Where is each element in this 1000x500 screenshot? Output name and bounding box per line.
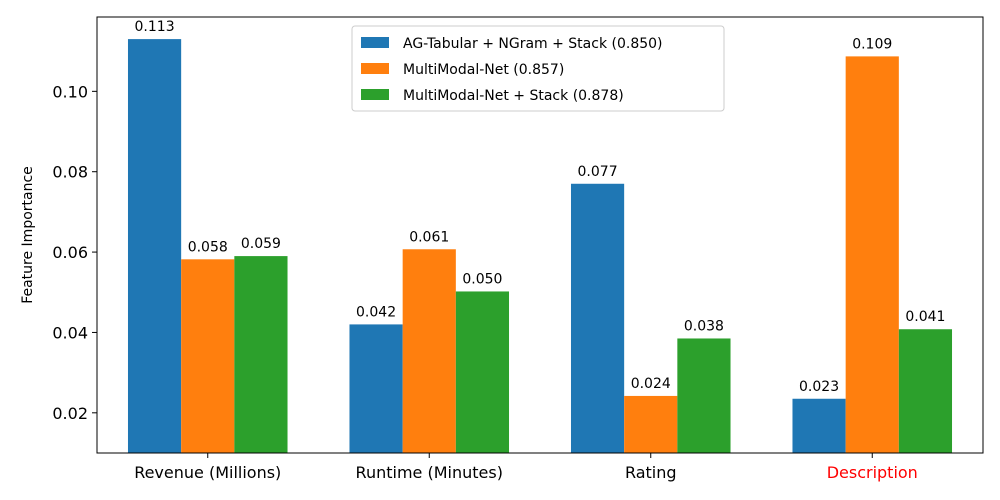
bar-series3-category2 [455, 291, 510, 453]
x-tick-label: Revenue (Millions) [134, 463, 281, 482]
y-axis-label: Feature Importance [20, 166, 36, 304]
legend: AG-Tabular + NGram + Stack (0.850) MultiM… [351, 25, 725, 112]
data-label-series3-category1: 0.059 [241, 236, 281, 252]
bar-series3-category1 [234, 256, 288, 453]
bar-series3-category4 [898, 329, 953, 453]
bar-series2-category2 [402, 249, 456, 453]
bar-series2-category4 [845, 56, 899, 453]
legend-entry-label: MultiModal-Net + Stack (0.878) [403, 88, 624, 104]
legend-entry-label: MultiModal-Net (0.857) [403, 62, 564, 78]
legend-entry-label: AG-Tabular + NGram + Stack (0.850) [403, 36, 663, 52]
y-axis: 0.02 0.04 0.06 0.08 0.10 [52, 82, 97, 423]
x-tick-label: Description [827, 463, 918, 482]
legend-box [351, 25, 725, 112]
legend-swatch [361, 37, 389, 48]
data-label-series1-category2: 0.042 [356, 304, 396, 320]
plot-area-frame [96, 16, 984, 454]
x-tick-label: Runtime (Minutes) [356, 463, 503, 482]
y-tick-label: 0.02 [52, 404, 88, 423]
data-label-series1-category1: 0.113 [135, 19, 175, 35]
data-label-series3-category2: 0.050 [462, 271, 502, 287]
bar-series1-category4 [792, 398, 846, 453]
data-label-series1-category4: 0.023 [799, 379, 839, 395]
data-label-series3-category4: 0.041 [905, 309, 945, 325]
y-tick-label: 0.06 [52, 243, 88, 262]
legend-swatch [361, 63, 389, 74]
bar-series3-category3 [677, 338, 731, 453]
data-label-series3-category3: 0.038 [684, 318, 724, 334]
bar-series2-category3 [624, 395, 678, 453]
bar-series1-category3 [570, 183, 625, 453]
bar-series1-category1 [127, 39, 182, 454]
bar-series2-category1 [181, 259, 235, 453]
data-label-series1-category3: 0.077 [578, 164, 618, 180]
bars-layer [127, 39, 953, 454]
y-tick-label: 0.04 [52, 323, 88, 342]
y-tick-label: 0.10 [52, 82, 88, 101]
data-label-series2-category3: 0.024 [631, 376, 671, 392]
data-label-series2-category4: 0.109 [852, 36, 892, 52]
data-label-series2-category1: 0.058 [188, 239, 228, 255]
data-label-series2-category2: 0.061 [409, 229, 449, 245]
data-labels-layer: 0.113 0.058 0.059 0.042 0.061 0.050 0.077 0.024… [135, 19, 946, 395]
legend-swatch [361, 89, 389, 100]
bar-series1-category2 [349, 324, 403, 453]
x-tick-label: Rating [625, 463, 677, 482]
y-tick-label: 0.08 [52, 163, 88, 182]
x-axis: Revenue (Millions) Runtime (Minutes) Ratin… [134, 453, 918, 482]
